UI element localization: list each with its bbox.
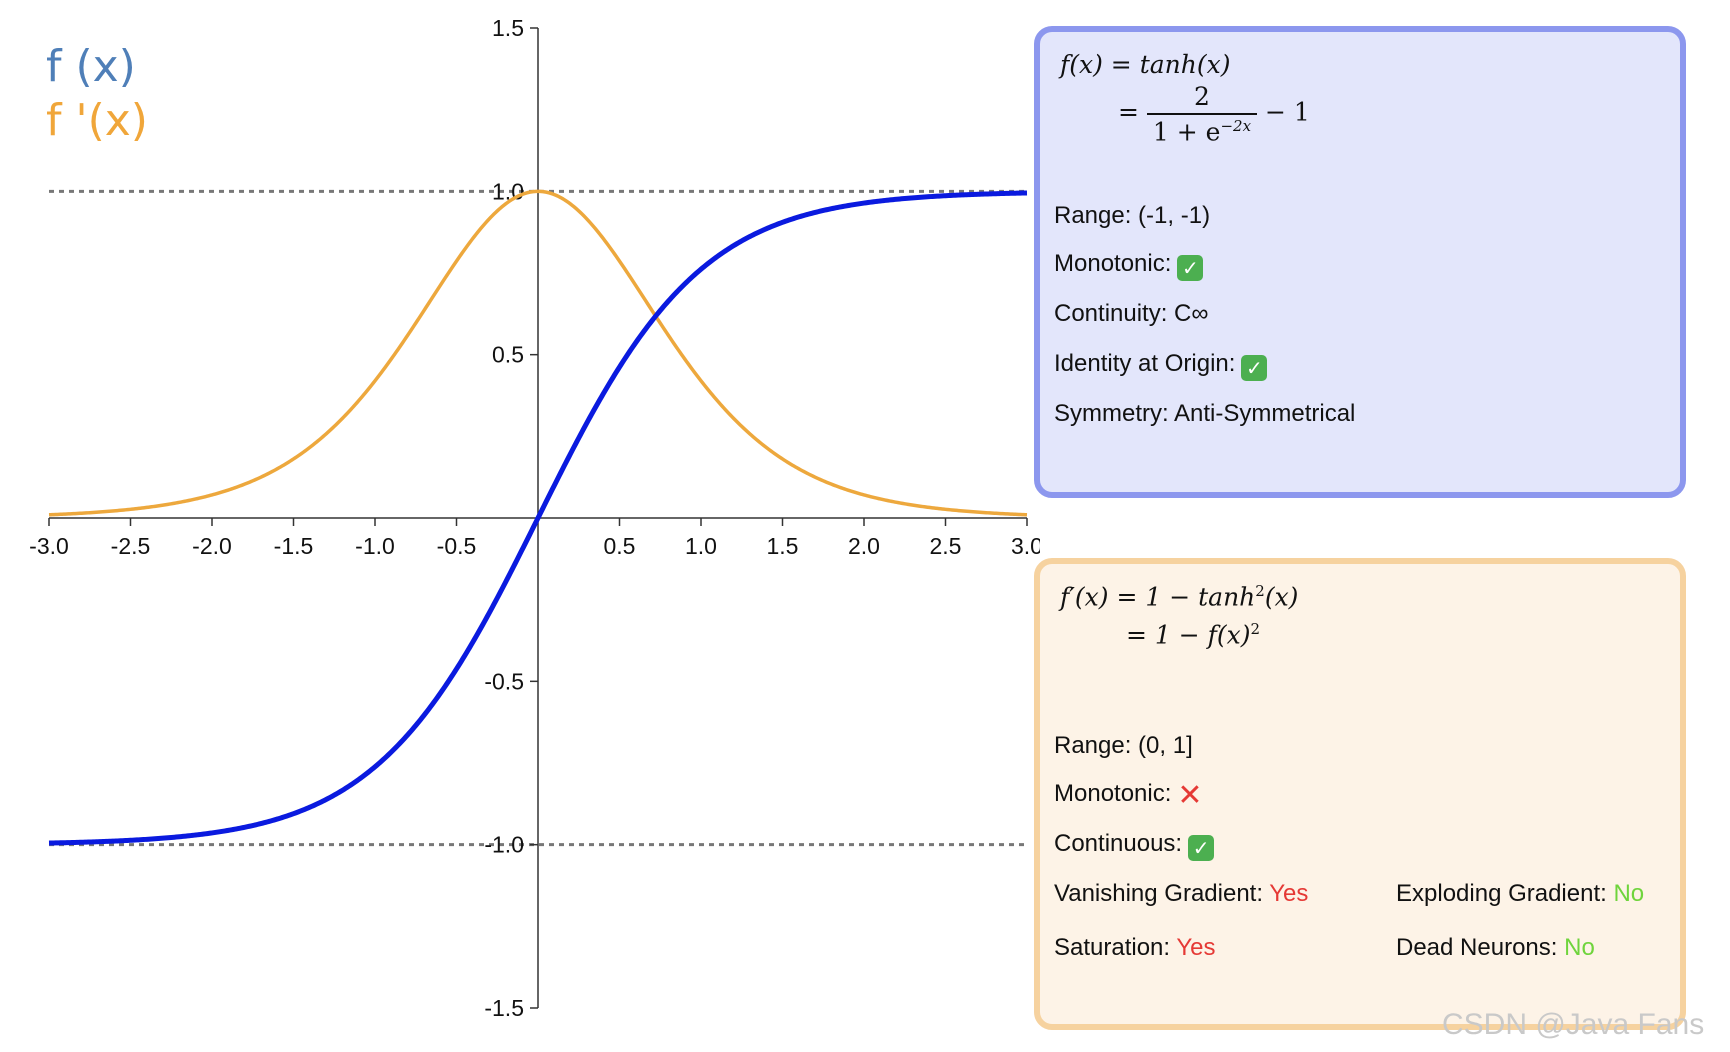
exploding-gradient: Exploding Gradient: No xyxy=(1396,880,1645,907)
tanh-monotonic: Monotonic: ✓ xyxy=(1054,250,1204,281)
dead-neurons: Dead Neurons: No xyxy=(1396,934,1595,961)
x-tick-label: 1.5 xyxy=(767,533,799,559)
tanh-continuity: Continuity: C∞ xyxy=(1054,300,1209,327)
y-tick-label: -1.5 xyxy=(484,995,524,1021)
x-tick-label: 2.0 xyxy=(848,533,880,559)
watermark: CSDN @Java Fans xyxy=(1442,1008,1705,1041)
x-tick-label: -0.5 xyxy=(437,533,477,559)
chart-plot: -3.0 -2.5 -2.0 -1.5 -1.0 -0.5 0.5 1.0 1.5 2.0 2.5 3… xyxy=(29,15,1040,1021)
legend: f (x) f '(x) xyxy=(46,40,148,148)
derivative-formula-line2: = 1 − f(x)2 xyxy=(1126,620,1261,650)
derivative-monotonic: Monotonic: ✕ xyxy=(1054,778,1203,813)
y-tick-label: 1.0 xyxy=(492,178,524,204)
y-tick-label: 1.5 xyxy=(492,15,524,41)
check-icon: ✓ xyxy=(1177,255,1204,281)
series-line-f xyxy=(48,190,1028,846)
x-tick-label: 2.5 xyxy=(930,533,962,559)
x-tick-label: 1.0 xyxy=(685,533,717,559)
x-tick-label: 0.5 xyxy=(604,533,636,559)
derivative-formula-line1: f′(x) = 1 − tanh2(x) xyxy=(1060,582,1299,612)
tanh-formula-line2: = 2 1 + e−2x − 1 xyxy=(1118,82,1310,147)
saturation: Saturation: Yes xyxy=(1054,934,1216,961)
y-tick-label: 0.5 xyxy=(492,342,524,368)
x-tick-label: -2.5 xyxy=(111,533,151,559)
legend-f: f (x) xyxy=(46,41,136,92)
tanh-identity: Identity at Origin: ✓ xyxy=(1054,350,1268,381)
check-icon: ✓ xyxy=(1241,355,1268,381)
derivative-info-panel: f′(x) = 1 − tanh2(x) = 1 − f(x)2 Range: … xyxy=(1034,558,1686,1030)
y-tick-label: -1.0 xyxy=(484,832,524,858)
tanh-formula-line1: f(x) = tanh(x) xyxy=(1060,50,1231,79)
derivative-range: Range: (0, 1] xyxy=(1054,732,1193,759)
x-tick-label: -1.0 xyxy=(355,533,395,559)
series-line-df xyxy=(48,189,1028,517)
tanh-range: Range: (-1, -1) xyxy=(1054,202,1211,229)
check-icon: ✓ xyxy=(1188,835,1215,861)
tanh-info-panel: f(x) = tanh(x) = 2 1 + e−2x − 1 Range: (… xyxy=(1034,26,1686,498)
legend-df: f '(x) xyxy=(46,95,148,146)
derivative-continuous: Continuous: ✓ xyxy=(1054,830,1215,861)
tanh-symmetry: Symmetry: Anti-Symmetrical xyxy=(1054,400,1356,427)
x-tick-label: -3.0 xyxy=(29,533,69,559)
x-tick-label: 3.0 xyxy=(1011,533,1040,559)
x-tick-label: -2.0 xyxy=(192,533,232,559)
x-tick-label: -1.5 xyxy=(274,533,314,559)
tanh-fraction: 2 1 + e−2x xyxy=(1146,82,1258,146)
vanishing-gradient: Vanishing Gradient: Yes xyxy=(1054,880,1309,907)
y-tick-label: -0.5 xyxy=(484,668,524,694)
cross-icon: ✕ xyxy=(1177,778,1203,813)
